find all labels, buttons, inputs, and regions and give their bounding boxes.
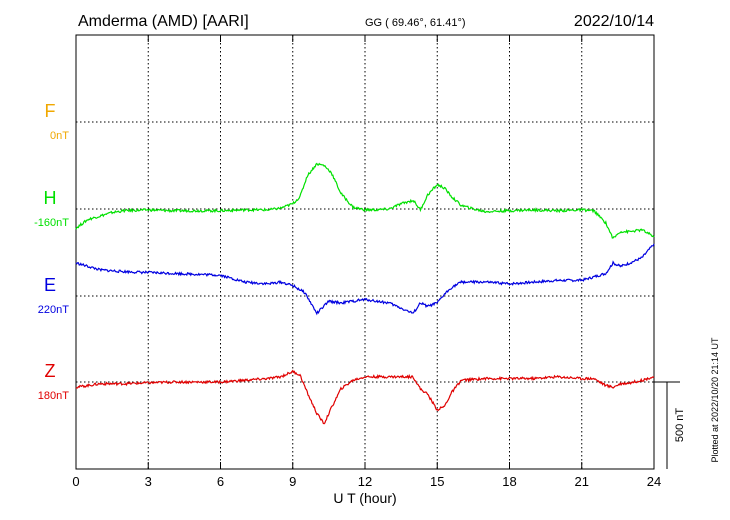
series-line-e bbox=[75, 243, 655, 316]
coords-label: GG ( 69.46°, 61.41°) bbox=[365, 17, 466, 29]
station-title: Amderma (AMD) [AARI] bbox=[78, 13, 249, 30]
plotted-timestamp: Plotted at 2022/10/20 21:14 UT bbox=[710, 337, 720, 463]
series-baseline-label: 0nT bbox=[50, 130, 69, 142]
series-baseline-label: -160nT bbox=[34, 217, 69, 229]
date-label: 2022/10/14 bbox=[574, 13, 654, 30]
x-tick-label: 15 bbox=[430, 474, 444, 489]
x-axis-ticks: 0 3 6 9 12 15 18 21 24 bbox=[72, 35, 661, 489]
x-tick-label: 18 bbox=[502, 474, 516, 489]
series-baseline-label: 180nT bbox=[38, 390, 69, 402]
series-line-h bbox=[75, 162, 655, 239]
series-name-label: H bbox=[44, 188, 57, 208]
x-tick-label: 21 bbox=[575, 474, 589, 489]
x-tick-label: 24 bbox=[647, 474, 661, 489]
series-labels: F 0nT H -160nT E 220nT Z 180nT bbox=[34, 101, 69, 402]
series-name-label: F bbox=[45, 101, 56, 121]
x-tick-label: 6 bbox=[217, 474, 224, 489]
scale-bar: 500 nT bbox=[654, 381, 686, 469]
series-baseline-label: 220nT bbox=[38, 304, 69, 316]
x-tick-label: 0 bbox=[72, 474, 79, 489]
x-tick-label: 9 bbox=[289, 474, 296, 489]
scale-bar-label: 500 nT bbox=[674, 408, 686, 443]
grid-lines bbox=[76, 35, 654, 469]
x-tick-label: 3 bbox=[145, 474, 152, 489]
series-lines bbox=[75, 162, 655, 425]
series-line-z bbox=[75, 369, 655, 425]
x-tick-label: 12 bbox=[358, 474, 372, 489]
series-name-label: Z bbox=[45, 361, 56, 381]
x-axis-label: U T (hour) bbox=[333, 490, 396, 506]
series-name-label: E bbox=[44, 275, 56, 295]
